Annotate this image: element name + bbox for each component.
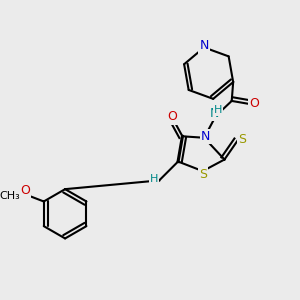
Text: H: H <box>214 105 222 115</box>
Text: O: O <box>167 110 177 123</box>
Text: O: O <box>249 97 259 110</box>
Text: CH₃: CH₃ <box>0 191 20 201</box>
Text: H: H <box>150 174 158 184</box>
Text: N: N <box>210 106 219 120</box>
Text: S: S <box>199 167 207 181</box>
Text: O: O <box>20 184 30 197</box>
Text: S: S <box>238 133 246 146</box>
Text: N: N <box>201 130 210 143</box>
Text: N: N <box>200 40 209 52</box>
